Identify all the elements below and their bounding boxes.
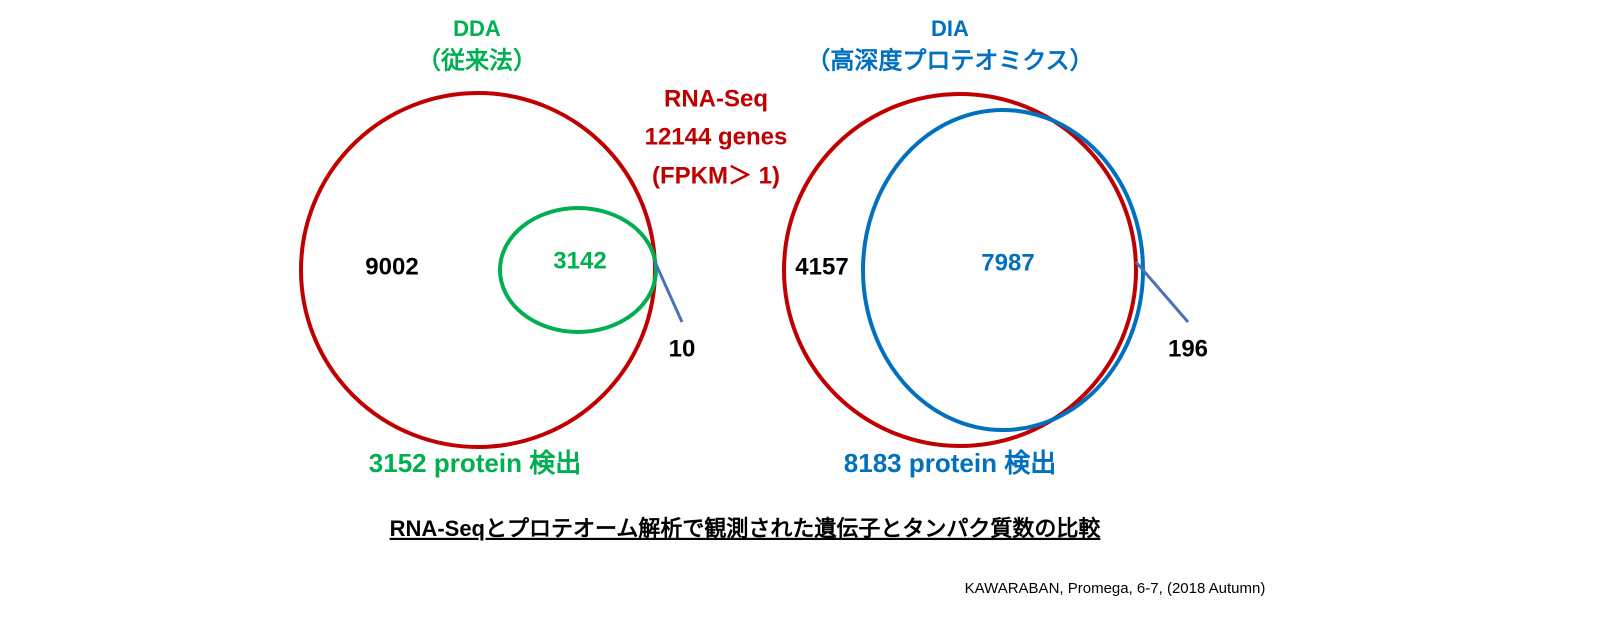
rna-label: RNA-Seq	[664, 85, 768, 112]
dia-subtitle: （高深度プロテオミクス）	[806, 46, 1093, 74]
rna-label: 12144 genes	[645, 123, 788, 150]
rna-only-count: 4157	[795, 253, 848, 280]
rna-circle	[782, 92, 1138, 448]
overlap-count: 7987	[981, 249, 1034, 276]
protein-only-count: 196	[1168, 335, 1208, 362]
protein-only-count: 10	[669, 335, 696, 362]
rna-label: (FPKM＞ 1)	[652, 162, 780, 189]
overlap-count: 3142	[553, 247, 606, 274]
dia-title: DIA	[931, 16, 969, 41]
caption: RNA-Seqとプロテオーム解析で観測された遺伝子とタンパク質数の比較	[390, 516, 1102, 541]
dda-subtitle: （従来法）	[417, 46, 537, 74]
dda-title: DDA	[453, 16, 501, 41]
leader-line	[653, 261, 684, 323]
protein-circle	[498, 206, 658, 334]
rna-only-count: 9002	[365, 253, 418, 280]
dia-detected: 8183 protein 検出	[844, 448, 1056, 478]
citation: KAWARABAN, Promega, 6-7, (2018 Autumn)	[965, 580, 1266, 597]
leader-line	[1134, 261, 1190, 323]
dda-detected: 3152 protein 検出	[369, 448, 581, 478]
